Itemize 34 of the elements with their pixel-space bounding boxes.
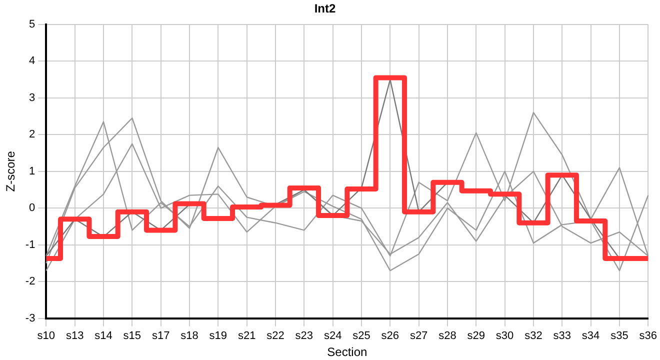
x-tick-label: s26 bbox=[381, 330, 400, 342]
x-tick-label: s15 bbox=[123, 330, 142, 342]
y-tick-label: -2 bbox=[25, 276, 36, 288]
x-tick-label: s35 bbox=[610, 330, 628, 342]
x-tick-label: s10 bbox=[37, 330, 56, 342]
x-tick-label: s33 bbox=[553, 330, 572, 342]
y-tick-label: 1 bbox=[29, 165, 36, 178]
x-tick-label: s19 bbox=[209, 330, 228, 342]
x-tick-label: s29 bbox=[467, 330, 486, 342]
x-tick-label: s24 bbox=[324, 330, 342, 342]
y-tick-label: -3 bbox=[25, 312, 36, 324]
x-tick-label: s28 bbox=[438, 330, 456, 342]
x-tick-label: s36 bbox=[639, 330, 658, 342]
x-tick-label: s17 bbox=[152, 330, 170, 342]
y-axis-title: Z-score bbox=[4, 150, 18, 192]
x-tick-label: s27 bbox=[410, 330, 428, 342]
x-tick-label: s14 bbox=[94, 330, 112, 342]
x-tick-label: s22 bbox=[266, 330, 284, 342]
x-axis-title: Section bbox=[327, 345, 368, 360]
x-tick-label: s30 bbox=[496, 330, 514, 342]
y-tick-label: 4 bbox=[29, 55, 36, 68]
x-tick-label: s23 bbox=[295, 330, 314, 342]
y-tick-label: 0 bbox=[29, 202, 36, 214]
y-tick-label: 2 bbox=[29, 128, 36, 141]
y-tick-label: -1 bbox=[25, 238, 36, 251]
y-tick-label: 3 bbox=[29, 92, 36, 104]
x-tick-label: s21 bbox=[238, 330, 256, 342]
x-tick-label: s32 bbox=[524, 330, 542, 342]
x-tick-label: s25 bbox=[352, 330, 370, 342]
x-tick-label: s13 bbox=[66, 330, 84, 342]
x-tick-label: s18 bbox=[180, 330, 198, 342]
x-tick-label: s34 bbox=[582, 330, 600, 342]
chart-title: Int2 bbox=[314, 2, 336, 16]
y-tick-label: 5 bbox=[29, 18, 36, 30]
